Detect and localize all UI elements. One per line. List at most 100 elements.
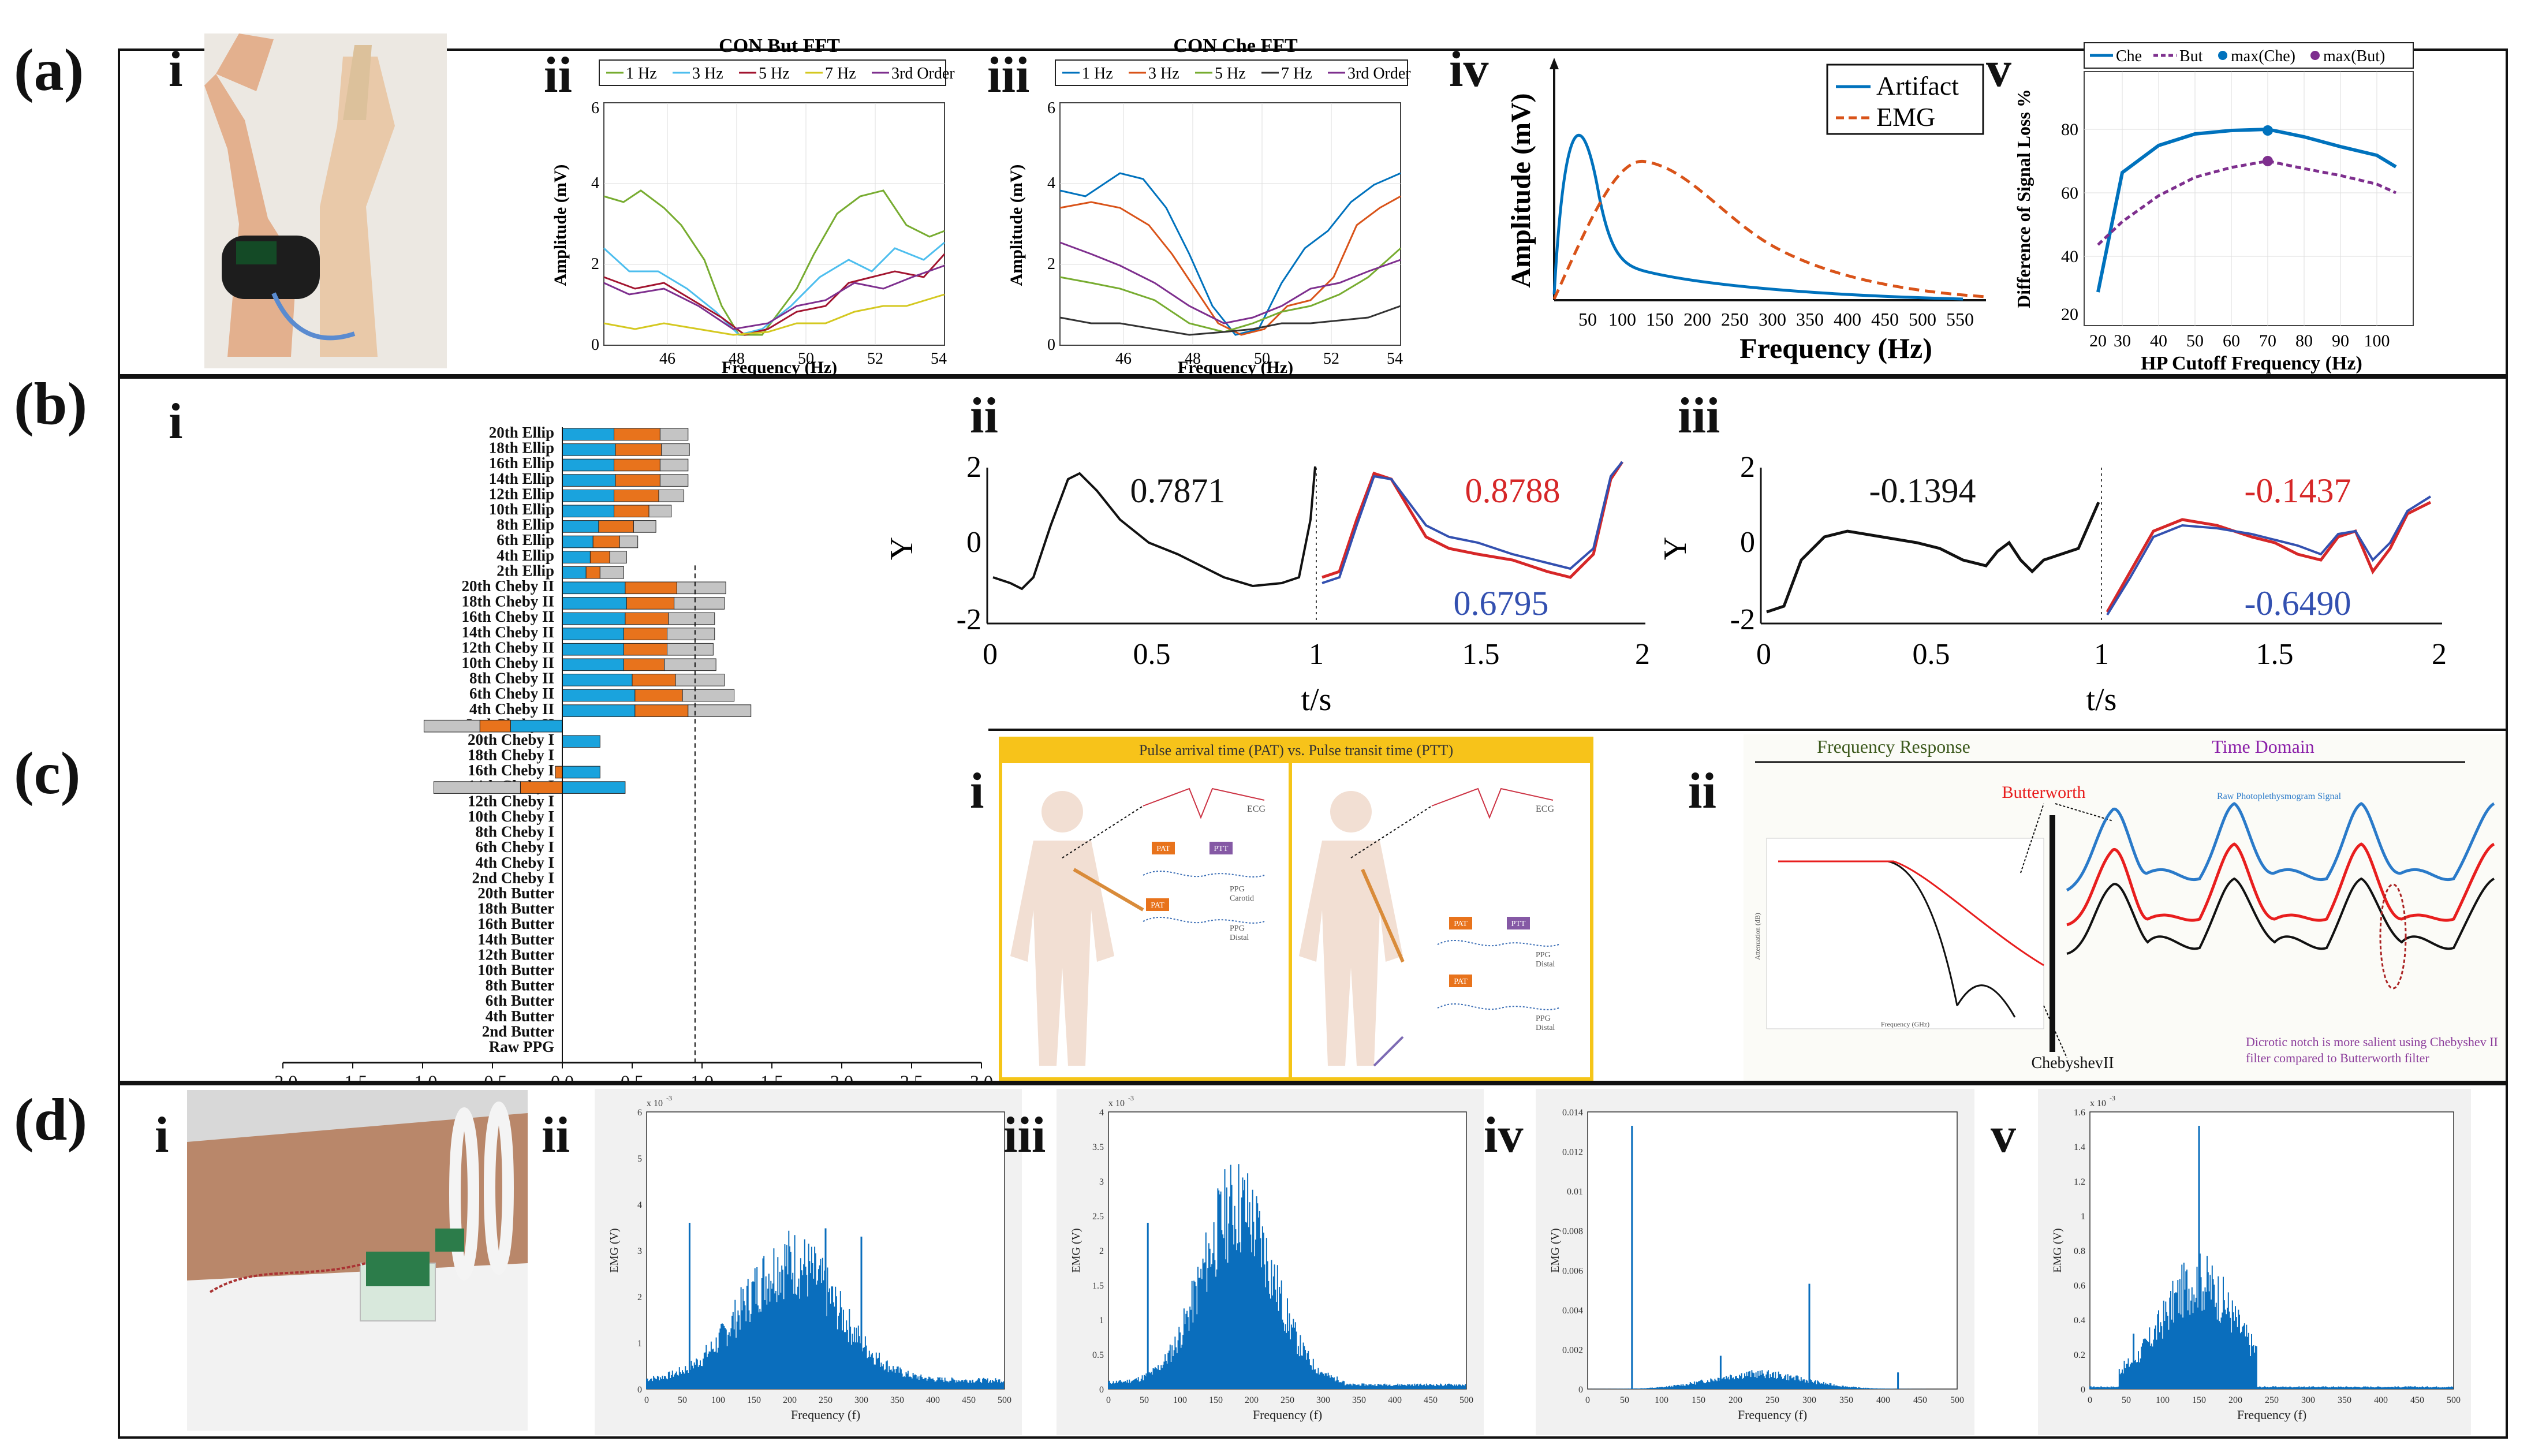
panel-label-b: (b)	[14, 371, 88, 437]
bar-gray	[659, 428, 689, 441]
y-tick-label: 0.012	[1562, 1148, 1583, 1158]
bar-label: 12th Cheby II	[461, 639, 554, 656]
xtick-a-iv-6: 350	[1796, 309, 1824, 330]
exponent-power: -3	[666, 1094, 672, 1102]
x-tick-label: 0	[644, 1395, 649, 1405]
bar-blue	[562, 443, 616, 456]
bar-orange	[592, 535, 620, 548]
exponent-label: x 10	[647, 1099, 663, 1108]
b-iii-xtick-0: 0	[1756, 638, 1771, 671]
bar-label: Raw PPG	[489, 1038, 554, 1055]
x-tick-label: 200	[1729, 1395, 1742, 1405]
panel-label-d: (d)	[14, 1087, 88, 1153]
c-i-pat-3: PAT	[1454, 920, 1468, 928]
xtick-a-ii-0: 46	[659, 350, 675, 368]
x-tick-label: 300	[854, 1395, 868, 1405]
x-tick-label: 450	[1913, 1395, 1927, 1405]
bar-orange	[615, 474, 660, 487]
bar-label: 16th Cheby I	[468, 761, 554, 779]
b-ii-xtick-4: 2	[1635, 638, 1650, 671]
bar-blue	[562, 581, 626, 595]
xtick-a-v-8: 100	[2364, 331, 2390, 350]
chart-d-iv: 0 0.002 0.004 0.006 0.008 0.01 0.012 0.014 0 50 10…	[1536, 1089, 1974, 1435]
bar-orange	[614, 505, 649, 518]
bar-gray	[659, 458, 689, 472]
xtick-a-ii-4: 54	[931, 350, 947, 368]
bar-gray	[676, 581, 726, 595]
y-tick-label: 1.4	[2074, 1143, 2085, 1152]
bar-orange	[625, 612, 669, 625]
legend-a-ii-3: 7 Hz	[825, 65, 856, 83]
y-tick-label: 3.5	[1092, 1143, 1104, 1152]
x-tick-label: 300	[1802, 1395, 1816, 1405]
bar-orange	[623, 658, 665, 671]
b-ii-xtick-0: 0	[983, 638, 998, 671]
xlabel-a-iii: Frequency (Hz)	[1178, 358, 1293, 375]
legend-a-iii-1: 3 Hz	[1148, 65, 1179, 83]
x-tick-label: 0.5	[621, 1072, 644, 1085]
emg-spectrum	[1589, 1370, 1926, 1389]
bar-blue	[562, 766, 600, 779]
x-tick-label: 350	[2338, 1395, 2351, 1405]
x-tick-label: 300	[1316, 1395, 1330, 1405]
x-tick-label: 200	[2228, 1395, 2242, 1405]
ytick-a-v-1: 40	[2061, 247, 2078, 266]
x-tick-label: 400	[926, 1395, 940, 1405]
xtick-a-v-5: 70	[2259, 331, 2276, 350]
xtick-a-ii-3: 52	[867, 350, 883, 368]
chart-b-iii: -0.1394 -0.1437 -0.6490 2 0 -2 0 0.5 1 1…	[1663, 451, 2447, 718]
y-tick-label: 5	[637, 1154, 642, 1164]
bar-blue	[562, 474, 616, 487]
bar-orange	[479, 719, 511, 733]
ytick-a-ii-1: 2	[591, 255, 599, 273]
xtick-a-iv-2: 150	[1646, 309, 1674, 330]
ytick-a-ii-3: 6	[591, 99, 599, 117]
bar-blue	[562, 612, 626, 625]
b-ii-xtick-3: 1.5	[1462, 638, 1500, 671]
x-axis-label: Frequency (f)	[1253, 1408, 1322, 1422]
y-tick-label: 0.6	[2074, 1281, 2085, 1291]
legend-a-ii-2: 5 Hz	[759, 65, 790, 83]
x-tick-label: 250	[1765, 1395, 1779, 1405]
bar-label: 10th Cheby II	[461, 654, 554, 671]
bar-blue	[562, 566, 587, 579]
legend-a-iii-4: 3rd Order	[1347, 65, 1411, 83]
xtick-a-v-2: 40	[2150, 331, 2167, 350]
c-ii-freq-title: Frequency Response	[1817, 736, 1970, 757]
x-tick-label: 300	[2301, 1395, 2315, 1405]
bar-label: 2nd Cheby I	[472, 869, 554, 886]
x-tick-label: 400	[1388, 1395, 1402, 1405]
xlabel-a-iv: Frequency (Hz)	[1739, 332, 1932, 364]
b-ii-xtick-2: 1	[1309, 638, 1324, 671]
sub-c-ii: ii	[1688, 763, 1716, 819]
b-iii-xlabel: t/s	[2086, 682, 2117, 718]
bar-gray	[619, 535, 639, 548]
y-axis-label: EMG (V)	[1549, 1228, 1562, 1272]
bar-label: 18th Cheby II	[461, 593, 554, 610]
ylabel-a-v: Difference of Signal Loss %	[2013, 89, 2034, 308]
y-tick-label: 3	[637, 1246, 642, 1256]
bar-blue	[562, 428, 615, 441]
x-tick-label: 500	[2447, 1395, 2461, 1405]
bar-orange	[634, 704, 689, 717]
bar-orange	[614, 428, 660, 441]
b-iii-xtick-2: 1	[2094, 638, 2109, 671]
diagram-c-i: Pulse arrival time (PAT) vs. Pulse trans…	[999, 737, 1593, 1081]
x-tick-label: 450	[962, 1395, 976, 1405]
bar-label: 20th Cheby II	[461, 577, 554, 595]
xtick-a-ii-2: 50	[798, 350, 814, 368]
bar-orange	[615, 443, 662, 456]
b-ii-val-blue: 0.6795	[1454, 584, 1549, 622]
b-iii-xtick-4: 2	[2432, 638, 2447, 671]
bar-label: 6th Butter	[486, 992, 554, 1009]
c-i-ppg-4: PPG	[1536, 1014, 1551, 1023]
b-ii-xlabel: t/s	[1301, 682, 1332, 718]
legend-a-v-0: Che	[2116, 47, 2142, 65]
bar-gray	[661, 443, 690, 456]
bar-label: 20th Cheby I	[468, 731, 554, 748]
x-tick-label: 100	[2156, 1395, 2170, 1405]
plot-area	[2089, 1111, 2454, 1390]
b-ii-xtick-1: 0.5	[1133, 638, 1171, 671]
x-tick-label: 450	[1424, 1395, 1438, 1405]
bar-blue	[562, 643, 624, 656]
